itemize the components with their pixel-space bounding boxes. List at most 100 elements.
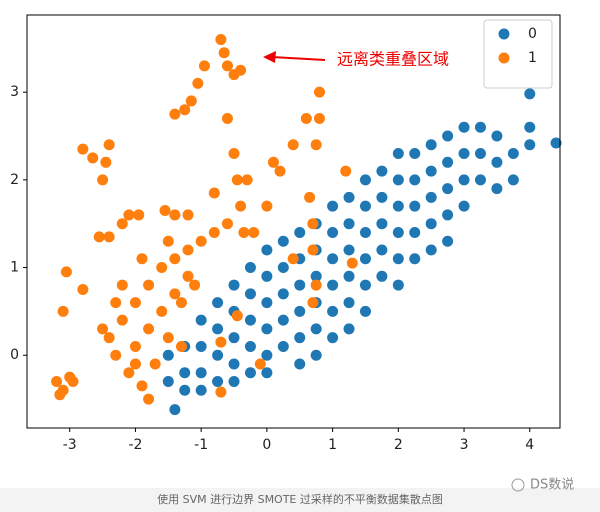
point bbox=[376, 270, 388, 282]
point bbox=[376, 218, 388, 230]
point bbox=[507, 174, 519, 186]
point bbox=[221, 112, 233, 124]
point bbox=[277, 288, 289, 300]
point bbox=[425, 244, 437, 256]
point bbox=[327, 253, 339, 265]
point bbox=[212, 323, 224, 335]
point bbox=[100, 156, 112, 168]
point bbox=[116, 314, 128, 326]
point bbox=[307, 244, 319, 256]
point bbox=[97, 323, 109, 335]
point bbox=[359, 174, 371, 186]
point bbox=[307, 297, 319, 309]
point bbox=[359, 226, 371, 238]
x-tick-label: -3 bbox=[63, 437, 77, 453]
watermark: DS数说 bbox=[530, 478, 574, 493]
point bbox=[261, 270, 273, 282]
point bbox=[182, 244, 194, 256]
point bbox=[277, 314, 289, 326]
point bbox=[97, 174, 109, 186]
point bbox=[195, 384, 207, 396]
point bbox=[458, 200, 470, 212]
point bbox=[195, 235, 207, 247]
point bbox=[343, 297, 355, 309]
point bbox=[442, 130, 454, 142]
point bbox=[103, 139, 115, 151]
point bbox=[195, 367, 207, 379]
point bbox=[474, 148, 486, 160]
watermark-icon bbox=[511, 478, 525, 492]
point bbox=[491, 130, 503, 142]
legend-swatch bbox=[498, 52, 510, 64]
point bbox=[458, 121, 470, 133]
point bbox=[77, 283, 89, 295]
point bbox=[228, 358, 240, 370]
point bbox=[67, 376, 79, 388]
point bbox=[392, 174, 404, 186]
point bbox=[327, 279, 339, 291]
point bbox=[133, 209, 145, 221]
point bbox=[93, 231, 105, 243]
point bbox=[215, 34, 227, 46]
point bbox=[212, 376, 224, 388]
point bbox=[376, 244, 388, 256]
point bbox=[359, 305, 371, 317]
point bbox=[392, 253, 404, 265]
point bbox=[277, 235, 289, 247]
point bbox=[277, 340, 289, 352]
point bbox=[524, 88, 536, 100]
point bbox=[179, 104, 191, 116]
point bbox=[254, 358, 266, 370]
point bbox=[310, 139, 322, 151]
point bbox=[179, 367, 191, 379]
point bbox=[123, 367, 135, 379]
point bbox=[156, 305, 168, 317]
point bbox=[346, 257, 358, 269]
point bbox=[189, 279, 201, 291]
point bbox=[143, 323, 155, 335]
point bbox=[129, 358, 141, 370]
point bbox=[228, 376, 240, 388]
point bbox=[212, 297, 224, 309]
point bbox=[228, 148, 240, 160]
point bbox=[116, 218, 128, 230]
point bbox=[261, 367, 273, 379]
x-tick-label: 1 bbox=[328, 437, 337, 453]
point bbox=[294, 332, 306, 344]
point bbox=[169, 253, 181, 265]
annotation: 远离类重叠区域 bbox=[337, 50, 449, 69]
point bbox=[185, 95, 197, 107]
y-tick-label: 0 bbox=[10, 347, 19, 363]
point bbox=[310, 349, 322, 361]
point bbox=[212, 349, 224, 361]
point bbox=[241, 174, 253, 186]
point bbox=[294, 305, 306, 317]
point bbox=[376, 191, 388, 203]
point bbox=[244, 367, 256, 379]
point bbox=[51, 376, 63, 388]
point bbox=[327, 200, 339, 212]
point bbox=[123, 209, 135, 221]
point bbox=[162, 235, 174, 247]
point bbox=[313, 112, 325, 124]
point bbox=[274, 165, 286, 177]
point bbox=[343, 191, 355, 203]
point bbox=[458, 174, 470, 186]
point bbox=[442, 235, 454, 247]
point bbox=[116, 279, 128, 291]
point bbox=[442, 209, 454, 221]
point bbox=[343, 218, 355, 230]
point bbox=[231, 310, 243, 322]
point bbox=[198, 60, 210, 72]
point bbox=[550, 137, 562, 149]
point bbox=[235, 64, 247, 76]
point bbox=[310, 323, 322, 335]
point bbox=[129, 340, 141, 352]
point bbox=[136, 380, 148, 392]
point bbox=[143, 279, 155, 291]
point bbox=[54, 389, 66, 401]
point bbox=[238, 226, 250, 238]
x-tick-label: -1 bbox=[194, 437, 208, 453]
